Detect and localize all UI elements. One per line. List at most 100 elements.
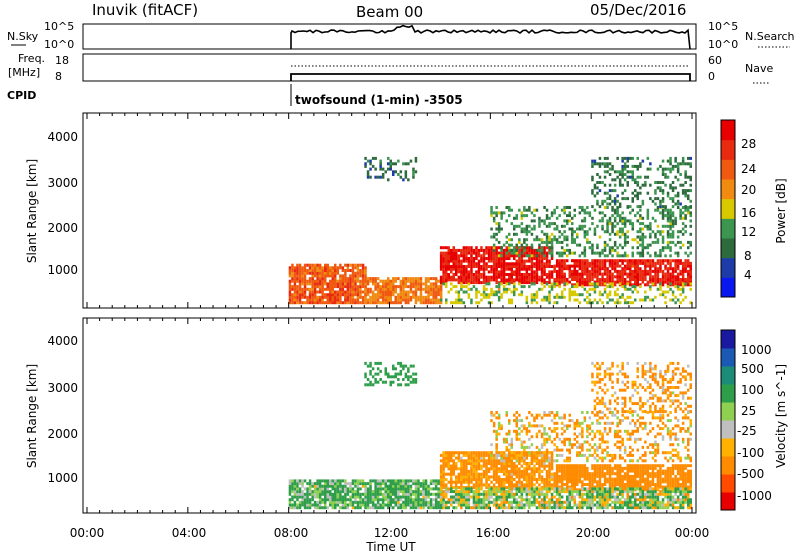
data-cell xyxy=(684,162,687,166)
data-cell xyxy=(555,206,559,209)
data-cell xyxy=(596,202,599,206)
data-cell xyxy=(321,295,324,299)
data-cell xyxy=(601,301,604,305)
data-cell xyxy=(510,208,513,212)
data-cell xyxy=(573,293,576,297)
data-cell xyxy=(442,456,445,460)
data-cell xyxy=(649,472,652,476)
data-cell xyxy=(639,214,642,218)
data-cell xyxy=(326,487,329,491)
data-cell xyxy=(576,483,579,486)
data-cell xyxy=(296,285,299,289)
data-cell xyxy=(500,467,503,471)
data-cell xyxy=(566,500,569,504)
data-cell xyxy=(389,495,392,499)
data-cell xyxy=(540,265,544,268)
data-cell xyxy=(326,271,329,275)
data-cell xyxy=(654,219,657,223)
data-cell xyxy=(439,267,443,271)
data-cell xyxy=(442,257,445,260)
data-cell xyxy=(606,275,609,279)
data-cell xyxy=(518,224,521,228)
velocity-panel: Slant Range [km] 4000 3000 2000 1000 100… xyxy=(25,317,788,514)
data-cell xyxy=(472,492,476,496)
data-cell xyxy=(344,498,347,502)
data-cell xyxy=(666,477,670,481)
data-cell xyxy=(540,238,544,242)
data-cell xyxy=(477,487,481,491)
data-cell xyxy=(545,487,549,491)
data-cell xyxy=(306,263,309,267)
data-cell xyxy=(573,472,576,476)
data-cell xyxy=(649,183,652,187)
data-cell xyxy=(500,251,503,255)
data-cell xyxy=(689,211,692,215)
data-cell xyxy=(520,500,524,504)
data-cell xyxy=(303,500,307,504)
data-cell xyxy=(578,492,582,496)
data-cell xyxy=(553,490,556,494)
data-cell xyxy=(606,293,609,297)
data-cell xyxy=(477,459,481,463)
data-cell xyxy=(291,293,294,297)
data-cell xyxy=(470,480,473,484)
data-cell xyxy=(331,479,334,483)
data-cell xyxy=(472,265,476,268)
data-cell xyxy=(543,453,546,457)
data-cell xyxy=(525,295,529,299)
data-cell xyxy=(457,290,461,294)
data-cell xyxy=(472,483,476,487)
data-cell xyxy=(389,287,392,291)
data-cell xyxy=(334,295,337,299)
data-cell xyxy=(457,467,461,471)
data-cell xyxy=(520,456,524,460)
data-cell xyxy=(510,301,513,305)
data-cell xyxy=(528,475,531,479)
data-cell xyxy=(618,214,622,218)
data-cell xyxy=(611,280,614,284)
data-cell xyxy=(651,474,655,478)
data-cell xyxy=(470,259,473,263)
data-cell xyxy=(593,472,597,476)
data-cell xyxy=(687,480,690,484)
data-cell xyxy=(308,290,312,294)
data-cell xyxy=(566,235,569,239)
data-cell xyxy=(669,162,672,166)
data-cell xyxy=(450,453,453,457)
data-cell xyxy=(379,285,382,289)
data-cell xyxy=(374,167,377,171)
data-cell xyxy=(439,478,443,481)
data-cell xyxy=(402,482,405,486)
data-cell xyxy=(681,285,685,289)
data-cell xyxy=(460,287,463,291)
data-cell xyxy=(311,269,314,272)
data-cell xyxy=(465,506,468,510)
data-cell xyxy=(676,477,680,481)
data-cell xyxy=(510,500,513,504)
data-cell xyxy=(520,453,524,457)
data-cell xyxy=(513,467,516,471)
data-cell xyxy=(629,301,632,305)
data-cell xyxy=(392,487,395,491)
data-cell xyxy=(588,483,592,486)
data-cell xyxy=(301,503,304,507)
data-cell xyxy=(533,500,536,504)
data-cell xyxy=(583,267,587,271)
data-cell xyxy=(545,254,549,258)
data-cell xyxy=(608,474,612,478)
data-cell xyxy=(508,298,511,302)
data-cell xyxy=(623,283,627,287)
data-cell xyxy=(495,490,498,494)
data-cell xyxy=(515,470,518,473)
data-cell xyxy=(616,472,619,476)
data-cell xyxy=(588,261,592,265)
data-cell xyxy=(525,232,529,236)
data-cell xyxy=(387,487,390,491)
data-cell xyxy=(689,474,692,478)
data-cell xyxy=(311,285,314,289)
data-cell xyxy=(621,156,624,160)
data-cell xyxy=(661,278,665,281)
data-cell xyxy=(495,472,498,476)
data-cell xyxy=(540,480,544,484)
data-cell xyxy=(528,464,531,468)
